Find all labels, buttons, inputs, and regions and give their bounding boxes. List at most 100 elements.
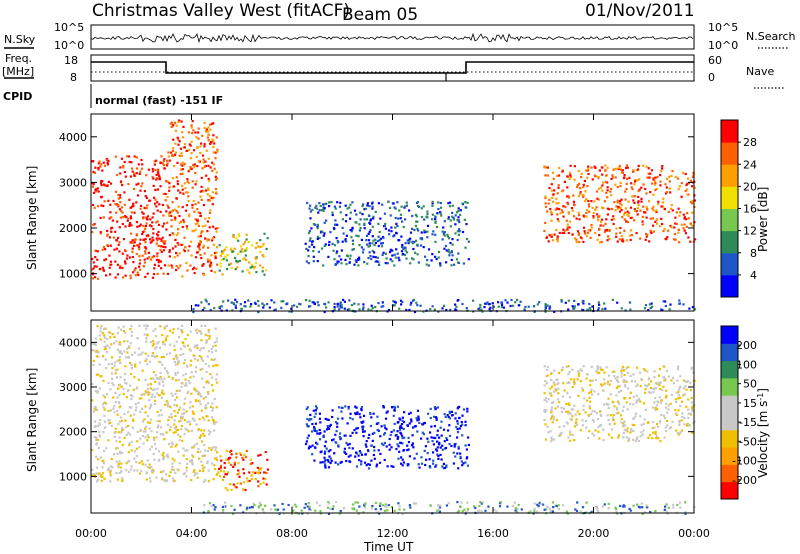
echo-cell [363,222,366,225]
echo-cell [439,453,442,456]
echo-cell [133,172,136,175]
echo-cell [486,301,489,304]
echo-cell [133,351,137,354]
echo-cell [617,385,620,388]
colorbar-tick-label: 24 [743,158,757,171]
echo-cell [627,439,631,442]
echo-cell [327,512,331,515]
colorbar-swatch [721,252,738,276]
echo-cell [103,183,106,186]
echo-cell [189,264,192,267]
echo-cell [361,428,364,431]
echo-cell [159,210,162,213]
echo-cell [143,206,146,210]
echo-cell [186,391,189,395]
echo-cell [175,268,178,272]
echo-cell [100,184,103,187]
echo-cell [336,223,339,226]
echo-cell [120,180,123,183]
echo-cell [570,418,573,421]
echo-cell [91,203,95,207]
echo-cell [631,188,634,191]
echo-cell [422,310,425,313]
echo-cell [158,177,161,180]
echo-cell [626,166,629,169]
echo-cell [497,301,500,304]
echo-cell [96,438,99,441]
echo-cell [128,160,131,164]
echo-cell [622,213,626,216]
echo-cell [313,426,316,429]
echo-cell [193,469,196,472]
echo-cell [106,233,109,236]
echo-cell [212,225,215,228]
echo-cell [506,301,509,304]
echo-cell [254,261,258,264]
echo-cell [623,369,626,372]
echo-cell [219,466,222,469]
echo-cell [646,208,649,211]
echo-cell [382,251,385,254]
echo-cell [456,452,459,455]
echo-cell [629,238,632,241]
echo-cell [345,459,348,463]
echo-cell [308,299,311,302]
echo-cell [582,299,585,302]
echo-cell [186,178,189,181]
echo-cell [167,419,170,422]
echo-cell [126,155,129,158]
echo-cell [464,424,467,427]
echo-cell [657,200,660,203]
echo-cell [157,414,160,417]
echo-cell [399,424,402,428]
echo-cell [614,176,617,179]
echo-cell [686,422,689,425]
nsky-trace [90,32,694,44]
echo-cell [141,369,144,372]
echo-cell [194,399,198,402]
echo-cell [666,419,669,422]
echo-cell [100,182,103,185]
echo-cell [115,340,118,343]
echo-cell [175,404,178,407]
echo-cell [327,460,330,463]
echo-cell [227,458,230,461]
echo-cell [379,237,382,240]
echo-cell [362,203,365,206]
echo-cell [545,382,548,385]
echo-cell [613,405,616,408]
echo-cell [237,462,240,465]
echo-cell [181,136,185,139]
echo-cell [458,228,461,231]
echo-cell [432,443,435,446]
echo-cell [377,422,380,425]
echo-cell [190,157,193,160]
echo-cell [152,371,155,374]
echo-cell [148,477,151,480]
colorbar-tick-label: 20 [743,180,757,193]
echo-cell [401,512,404,516]
echo-cell [119,216,123,219]
echo-cell [464,246,467,249]
echo-cell [262,477,265,480]
echo-cell [165,473,168,476]
echo-cell [350,230,353,233]
echo-cell [450,264,453,267]
echo-cell [92,343,96,346]
echo-cell [615,232,618,235]
echo-cell [190,479,193,482]
echo-cell [671,420,674,423]
echo-cell [613,218,616,221]
echo-cell [439,426,442,429]
echo-cell [400,426,403,429]
echo-cell [618,164,621,168]
echo-cell [649,510,652,514]
echo-cell [375,260,378,263]
echo-cell [324,463,327,466]
echo-cell [250,303,253,306]
echo-cell [153,458,156,461]
echo-cell [624,385,627,388]
echo-cell [416,227,419,230]
echo-cell [574,413,577,416]
echo-cell [549,509,552,512]
